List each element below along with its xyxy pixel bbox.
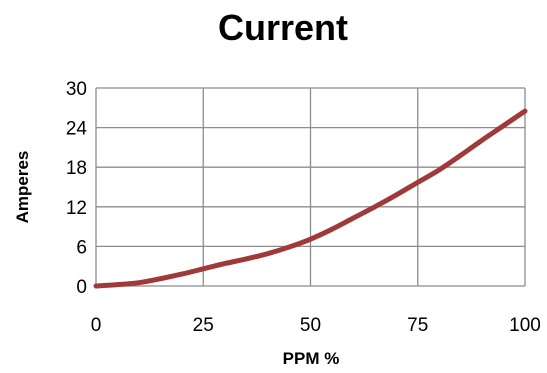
y-tick-label: 18 [66, 158, 87, 179]
y-tick-label: 0 [76, 277, 87, 298]
x-tick-label: 50 [300, 315, 321, 336]
y-tick-label: 12 [66, 198, 87, 219]
x-tick-label: 25 [193, 315, 214, 336]
y-tick-label: 24 [66, 119, 88, 140]
tick-labels: 0 6 12 18 24 30 0 25 50 75 100 [66, 79, 541, 336]
grid [95, 87, 526, 287]
series-lines [93, 108, 528, 289]
x-axis-title: PPM % [283, 349, 340, 368]
y-tick-label: 30 [66, 79, 87, 100]
chart-title: Current [218, 7, 348, 48]
series-line-0 [93, 108, 528, 289]
x-tick-label: 75 [407, 315, 428, 336]
x-tick-label: 0 [91, 315, 102, 336]
x-tick-label: 100 [509, 315, 541, 336]
y-axis-title: Amperes [13, 151, 32, 224]
y-tick-label: 6 [76, 237, 87, 258]
